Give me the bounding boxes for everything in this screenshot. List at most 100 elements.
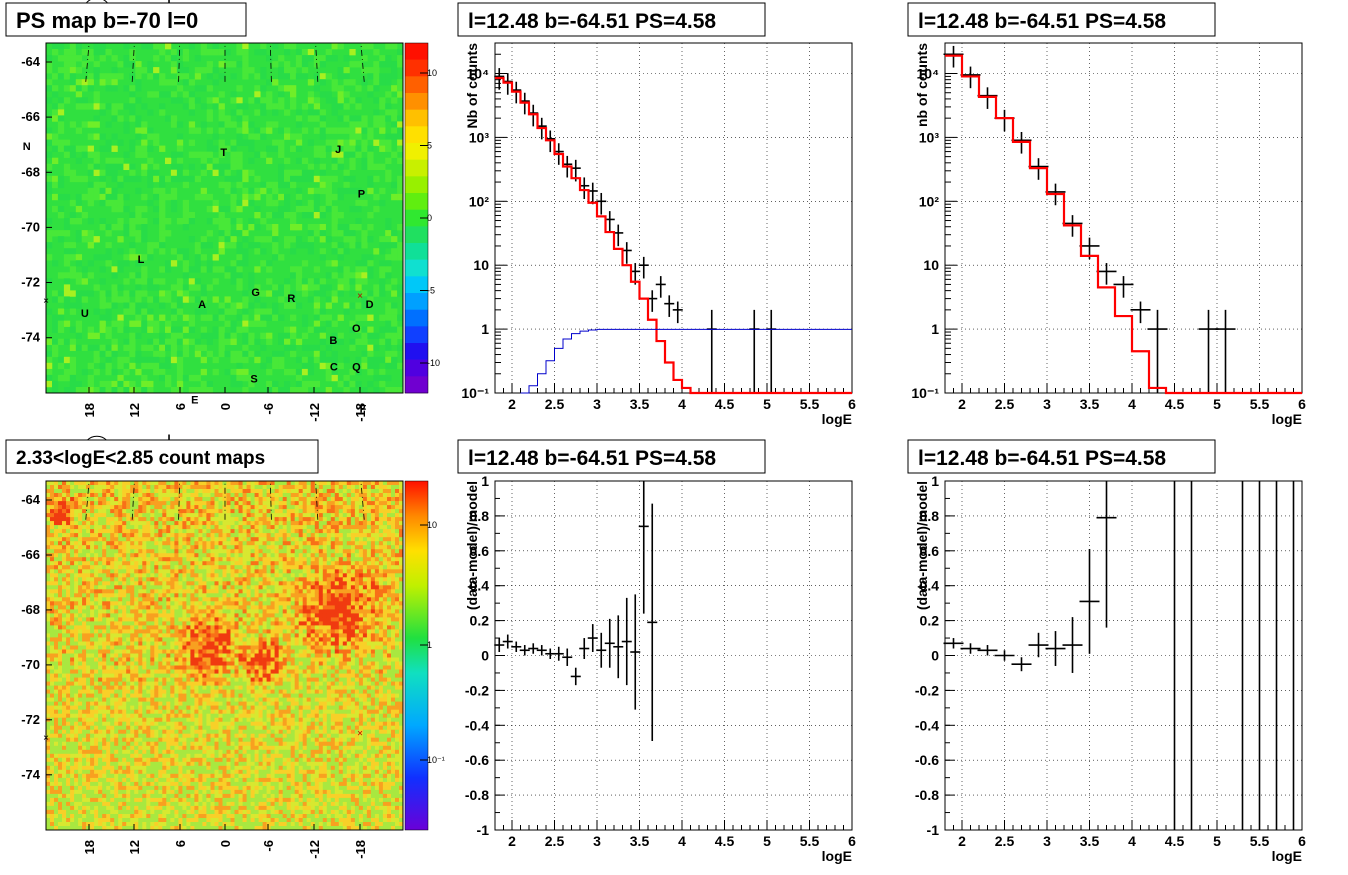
map-cell <box>90 625 95 630</box>
map-cell <box>62 725 67 731</box>
map-cell <box>111 73 118 80</box>
map-cell <box>166 633 171 638</box>
map-cell <box>200 163 207 171</box>
map-cell <box>367 224 374 231</box>
map-cell <box>361 199 368 207</box>
map-cell <box>154 501 159 506</box>
map-cell <box>54 645 59 650</box>
map-cell <box>138 621 143 626</box>
map-cell <box>98 677 103 682</box>
map-cell <box>66 761 71 767</box>
map-cell <box>66 557 71 562</box>
map-cell <box>86 645 91 650</box>
colorbar-band <box>405 176 428 194</box>
map-cell <box>50 725 55 731</box>
map-cell <box>93 163 100 171</box>
map-cell <box>118 749 123 755</box>
map-cell <box>82 521 87 526</box>
map-cell <box>74 517 79 522</box>
map-cell <box>142 665 147 670</box>
map-cell <box>94 601 99 606</box>
map-cell <box>206 163 213 171</box>
map-cell <box>78 665 83 670</box>
map-cell <box>138 489 143 494</box>
map-cell <box>54 589 59 594</box>
map-cell <box>379 236 386 243</box>
map-cell <box>159 242 166 249</box>
map-cell <box>126 493 131 498</box>
map-cell <box>141 67 148 74</box>
map-cell <box>182 729 187 735</box>
map-cell <box>98 826 103 830</box>
map-cell <box>110 589 115 594</box>
map-cell <box>93 61 100 68</box>
map-cell <box>182 717 187 723</box>
map-cell <box>182 67 190 74</box>
map-cell <box>122 749 127 755</box>
map-cell <box>182 657 187 662</box>
map-cell <box>130 669 135 674</box>
map-cell <box>82 517 87 522</box>
map-cell <box>110 649 115 654</box>
map-cell <box>174 637 179 642</box>
map-cell <box>260 181 267 189</box>
map-cell <box>170 549 175 554</box>
map-cell <box>186 601 191 606</box>
map-cell <box>69 212 77 219</box>
map-cell <box>106 533 111 538</box>
map-cell <box>158 569 163 574</box>
map-cell <box>200 67 207 74</box>
map-cell <box>110 601 115 606</box>
map-cell <box>367 181 374 189</box>
map-cell <box>170 621 175 626</box>
map-cell <box>54 789 59 795</box>
map-cell <box>106 505 111 510</box>
map-cell <box>146 513 151 518</box>
map-cell <box>158 693 163 698</box>
map-cell <box>82 589 87 594</box>
map-cell <box>146 661 151 666</box>
map-cell <box>170 785 175 791</box>
map-cell <box>254 296 261 303</box>
map-cell <box>62 537 67 542</box>
map-cell <box>146 625 151 630</box>
map-cell <box>99 290 106 297</box>
map-cell <box>146 749 151 755</box>
map-cell <box>105 248 112 255</box>
map-cell <box>114 761 119 767</box>
map-cell <box>162 677 167 682</box>
map-cell <box>158 665 163 670</box>
map-cell <box>194 387 202 393</box>
map-cell <box>166 521 171 526</box>
map-cell <box>135 356 142 364</box>
map-cell <box>70 501 75 506</box>
map-cell <box>78 485 83 490</box>
map-cell <box>58 489 63 494</box>
map-cell <box>146 826 151 830</box>
map-cell <box>54 801 59 807</box>
map-cell <box>295 380 303 388</box>
map-cell <box>58 761 63 767</box>
map-cell <box>111 302 118 309</box>
map-cell <box>98 513 103 518</box>
map-cell <box>126 549 131 554</box>
map-cell <box>70 621 75 626</box>
map-cell <box>284 127 291 134</box>
map-cell <box>134 625 139 630</box>
map-cell <box>122 633 127 638</box>
map-cell <box>106 793 111 799</box>
map-cell <box>170 793 175 799</box>
map-cell <box>290 73 297 80</box>
map-cell <box>118 805 123 811</box>
map-cell <box>90 681 95 686</box>
map-cell <box>150 653 155 658</box>
map-cell <box>66 533 71 538</box>
map-cell <box>134 765 139 771</box>
map-cell <box>134 565 139 570</box>
map-cell <box>70 569 75 574</box>
map-cell <box>82 653 87 658</box>
map-cell <box>106 801 111 807</box>
map-cell <box>58 553 63 558</box>
map-cell <box>78 593 83 598</box>
map-cell <box>122 617 127 622</box>
